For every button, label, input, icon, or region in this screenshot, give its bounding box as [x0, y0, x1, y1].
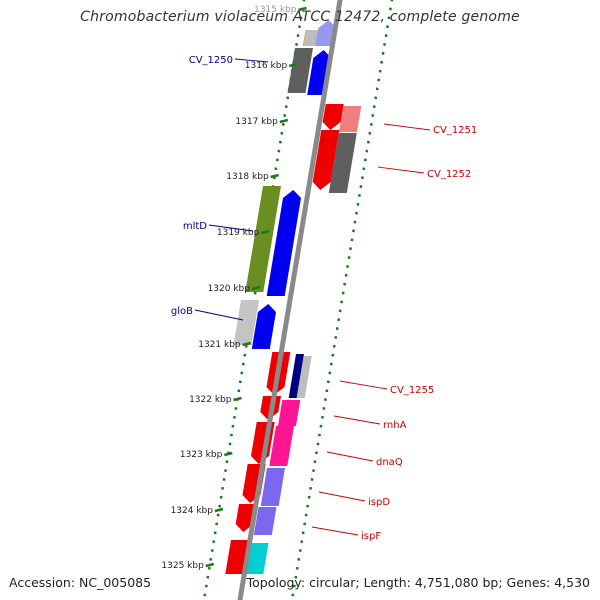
label-leader-line — [194, 309, 244, 321]
genome-backbone — [237, 0, 343, 600]
gene-feature — [269, 426, 294, 466]
gene-feature — [322, 104, 344, 130]
gene-label-ispf[interactable]: ispF — [361, 531, 381, 542]
label-leader-line — [326, 451, 374, 462]
label-leader-line — [208, 224, 254, 232]
gene-feature — [260, 468, 285, 506]
topology-label: Topology: circular; Length: 4,751,080 bp… — [246, 575, 590, 590]
gene-label-ispd[interactable]: ispD — [368, 497, 390, 508]
label-leader-line — [311, 526, 359, 536]
tick-mark — [270, 173, 279, 179]
tick-label: 1315 kbp — [254, 5, 297, 15]
gene-feature — [288, 354, 304, 398]
label-leader-line — [383, 123, 431, 131]
gene-feature — [312, 130, 340, 190]
backbone-line — [237, 0, 343, 600]
gene-label-glob[interactable]: gloB — [171, 306, 193, 317]
gene-feature — [225, 540, 249, 574]
tick-label: 1320 kbp — [208, 284, 251, 294]
gene-feature — [339, 106, 362, 132]
gene-feature — [245, 543, 269, 574]
tick-label: 1322 kbp — [189, 395, 232, 405]
gene-label-cv-1250[interactable]: CV_1250 — [189, 55, 233, 66]
tick-mark — [205, 562, 215, 568]
tick-mark — [279, 118, 289, 124]
gene-feature — [251, 304, 276, 349]
gene-features — [225, 20, 362, 574]
tick-mark — [224, 451, 233, 457]
label-leader-line — [339, 380, 388, 390]
tick-label: 1318 kbp — [226, 172, 269, 182]
left-ruler-track — [202, 0, 306, 600]
tick-mark — [251, 285, 261, 291]
gene-label-rnha[interactable]: rnhA — [383, 420, 407, 431]
tick-label: 1321 kbp — [198, 340, 241, 350]
gene-label-cv-1251[interactable]: CV_1251 — [433, 125, 477, 136]
gene-feature — [278, 400, 301, 426]
tick-mark — [288, 62, 298, 68]
gene-feature — [245, 186, 281, 292]
tick-label: 1324 kbp — [171, 506, 214, 516]
tick-label: 1319 kbp — [217, 228, 260, 238]
tick-labels: 1315 kbp 1316 kbp 1317 kbp 1318 kbp 1319 kbp… — [161, 5, 307, 571]
gene-feature — [233, 300, 259, 345]
gene-labels: CV_1250 mltD gloB CV_1251 CV_1252 CV_1255 rnhA… — [171, 55, 477, 542]
right-ruler-track — [290, 0, 394, 600]
gene-label-dnaq[interactable]: dnaQ — [376, 457, 403, 468]
tick-label: 1316 kbp — [245, 61, 288, 71]
tick-label: 1317 kbp — [235, 117, 278, 127]
map-title: Chromobacterium violaceum ATCC 12472, co… — [80, 9, 520, 25]
tick-label: 1323 kbp — [180, 450, 223, 460]
label-leader-line — [333, 415, 381, 425]
tick-mark — [233, 396, 242, 402]
gene-label-cv-1255[interactable]: CV_1255 — [390, 385, 434, 396]
label-leader-line — [318, 491, 366, 502]
tick-mark — [261, 229, 270, 235]
gene-feature — [328, 133, 357, 193]
gene-feature — [266, 190, 301, 296]
label-leader-line — [234, 58, 269, 63]
tick-mark — [242, 341, 251, 347]
gene-label-mltd[interactable]: mltD — [183, 221, 207, 232]
tick-label: 1325 kbp — [161, 561, 204, 571]
gene-feature — [253, 507, 277, 535]
label-leader-line — [377, 166, 425, 174]
accession-label: Accession: NC_005085 — [9, 575, 152, 590]
tick-mark — [298, 6, 307, 12]
position-rulers — [202, 0, 394, 600]
tick-mark — [214, 507, 224, 513]
gene-label-cv-1252[interactable]: CV_1252 — [427, 169, 471, 180]
gene-feature — [296, 356, 312, 398]
gene-feature — [287, 48, 313, 93]
